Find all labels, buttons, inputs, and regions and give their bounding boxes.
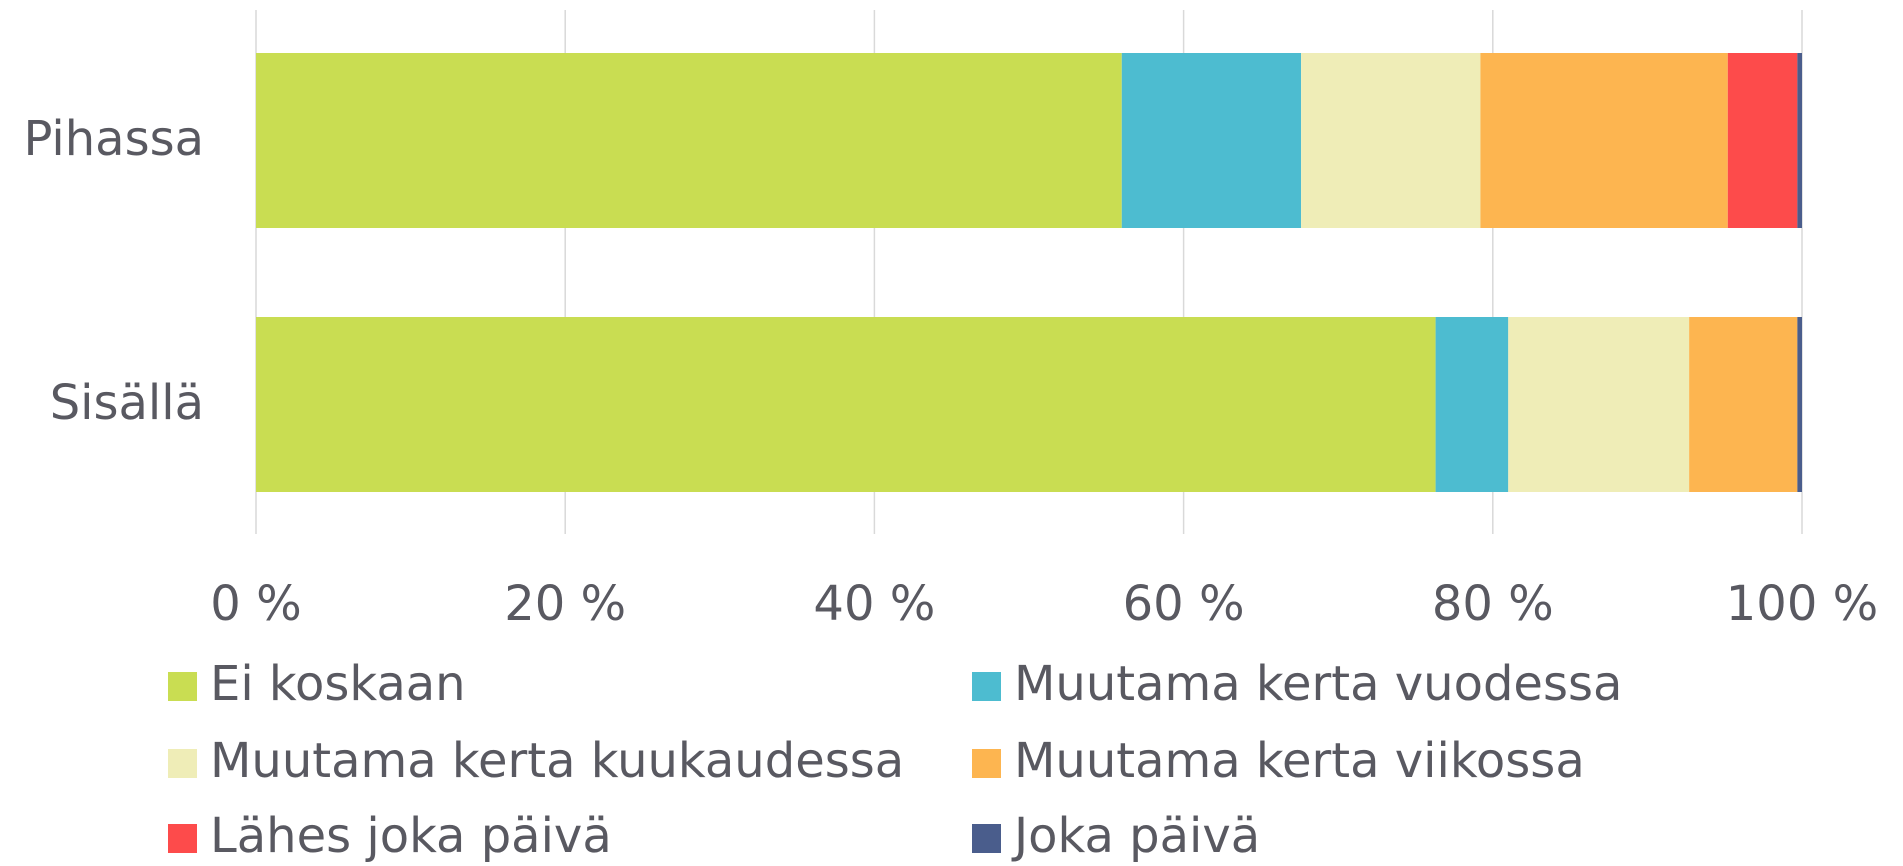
x-tick-label: 0 %	[210, 576, 301, 632]
legend-label: Joka päivä	[1011, 808, 1260, 864]
legend-swatch	[168, 672, 197, 701]
bar-segment	[1797, 53, 1802, 228]
legend-label: Muutama kerta kuukaudessa	[210, 733, 904, 789]
bar-segment	[256, 317, 1436, 492]
legend-label: Lähes joka päivä	[210, 808, 612, 864]
bar-segment	[1689, 317, 1798, 492]
legend-label: Muutama kerta viikossa	[1014, 733, 1585, 789]
bar-segment	[1508, 317, 1690, 492]
x-tick-label: 20 %	[504, 576, 626, 632]
bar-segment	[1121, 53, 1302, 228]
bar-segment	[1435, 317, 1509, 492]
legend-label: Ei koskaan	[210, 656, 466, 712]
bar-segment	[1301, 53, 1481, 228]
legend-swatch	[972, 672, 1001, 701]
legend-swatch	[972, 824, 1001, 853]
x-tick-label: 80 %	[1432, 576, 1554, 632]
bar-segment	[1480, 53, 1728, 228]
bar-segment	[1797, 317, 1802, 492]
legend-swatch	[168, 749, 197, 778]
x-tick-label: 40 %	[813, 576, 935, 632]
y-tick-label: Sisällä	[50, 375, 204, 431]
x-tick-label: 100 %	[1726, 576, 1878, 632]
x-tick-label: 60 %	[1123, 576, 1245, 632]
legend-label: Muutama kerta vuodessa	[1014, 656, 1622, 712]
bar-segment	[256, 53, 1122, 228]
legend-swatch	[972, 749, 1001, 778]
bar-segment	[1727, 53, 1798, 228]
legend-swatch	[168, 824, 197, 853]
y-tick-label: Pihassa	[24, 111, 205, 167]
